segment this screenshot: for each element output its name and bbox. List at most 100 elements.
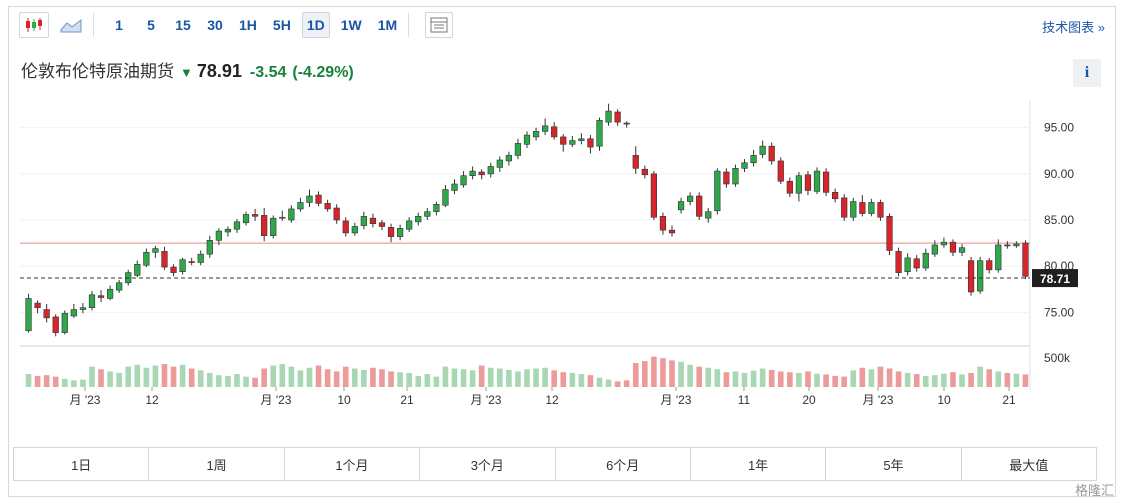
interval-button-30[interactable]: 30 [207, 17, 223, 33]
chart-widget: 1 5 15 30 1H 5H 1D 1W 1M 技术图表 » 伦敦布伦特原油期货 ▼ 78.9… [8, 6, 1116, 497]
candle-body [197, 253, 204, 263]
candle-body [569, 140, 576, 145]
range-button[interactable]: 1个月 [285, 448, 421, 480]
volume-bar [823, 374, 829, 387]
volume-bar [34, 375, 41, 387]
volume-bar [922, 375, 929, 387]
volume-bar [125, 366, 132, 387]
volume-bar [315, 365, 322, 387]
range-button[interactable]: 1周 [149, 448, 285, 480]
candle-body [777, 160, 784, 182]
candle-body [351, 226, 358, 234]
x-tick-label: 10 [337, 393, 351, 407]
candle-body [886, 216, 893, 251]
interval-button-5h[interactable]: 5H [272, 17, 291, 33]
candle-body [532, 131, 540, 138]
candle-body [696, 195, 703, 217]
candle-body [315, 194, 322, 204]
range-button[interactable]: 最大值 [1009, 457, 1049, 473]
volume-bar [306, 367, 313, 387]
volume-bar [859, 367, 866, 387]
x-tick-label: 21 [1002, 393, 1016, 407]
volume-bar [959, 374, 965, 387]
data-table-icon[interactable] [425, 12, 454, 38]
candle-body [850, 201, 857, 218]
volume-bar [379, 369, 385, 387]
volume-bar [524, 369, 530, 387]
quote-header: 伦敦布伦特原油期货 ▼ 78.91 -3.54 (-4.29%) [21, 57, 354, 82]
candle-body [705, 211, 712, 219]
info-icon[interactable]: i [1073, 59, 1101, 87]
range-button[interactable]: 1日 [14, 448, 150, 480]
last-price-label: 78.71 [1040, 272, 1070, 286]
volume-bar [333, 371, 340, 387]
candle-body [242, 214, 250, 224]
volume-bar [642, 361, 648, 387]
volume-bar [415, 375, 422, 387]
watermark: 格隆汇 [1074, 483, 1114, 498]
volume-bar [623, 380, 630, 387]
technical-chart-link[interactable]: 技术图表 » [1042, 20, 1105, 35]
volume-bar [234, 374, 240, 387]
interval-group: 1 5 15 30 1H 5H 1D 1W 1M [100, 12, 402, 38]
range-button[interactable]: 5年 [826, 448, 962, 480]
candle-body [442, 189, 449, 206]
candle-body [324, 203, 331, 210]
candle-body [967, 260, 975, 293]
candle-body [1004, 244, 1011, 247]
interval-button-15[interactable]: 15 [175, 17, 191, 33]
candle-body [61, 312, 68, 333]
volume-bar [370, 367, 376, 387]
volume-bar [750, 370, 757, 387]
volume-bar [1013, 373, 1020, 387]
volume-bar [687, 364, 693, 387]
interval-button-1h[interactable]: 1H [239, 17, 257, 33]
candlestick-chart-icon[interactable] [19, 12, 49, 38]
volume-bar [397, 372, 403, 387]
x-tick-label: 月 '23 [261, 393, 292, 407]
candle-body [841, 197, 848, 218]
candle-body [732, 168, 739, 185]
volume-bar [270, 365, 277, 387]
interval-button-1m[interactable]: 1M [377, 17, 398, 33]
interval-button-5[interactable]: 5 [147, 17, 155, 33]
volume-bar [506, 369, 512, 387]
candle-body [813, 170, 821, 192]
area-chart-icon[interactable] [55, 12, 87, 38]
volume-bar [1004, 372, 1011, 387]
volume-bar [216, 375, 222, 387]
volume-bar [361, 369, 367, 387]
range-button[interactable]: 3个月 [420, 448, 556, 480]
candle-body [659, 216, 667, 231]
volume-bar [261, 368, 267, 387]
candle-body [378, 222, 386, 227]
volume-bar [651, 356, 657, 387]
candle-body [786, 180, 793, 194]
x-tick-label: 月 '23 [70, 393, 101, 407]
candle-body [986, 260, 993, 271]
interval-button-1[interactable]: 1 [115, 17, 123, 33]
volume-bar [805, 371, 811, 387]
candle-body [741, 162, 748, 169]
candle-body [233, 221, 241, 230]
candle-body [895, 251, 902, 273]
volume-bar [877, 366, 884, 387]
range-button[interactable]: 6个月 [556, 448, 691, 480]
volume-bar [116, 372, 122, 387]
candle-body [297, 202, 304, 210]
candle-body [433, 204, 440, 212]
candle-body [587, 138, 594, 148]
interval-button-1w[interactable]: 1W [340, 17, 362, 33]
candle-body [406, 220, 413, 230]
volume-bar [225, 375, 231, 387]
interval-button-1d[interactable]: 1D [301, 12, 330, 38]
volume-bar [796, 372, 802, 387]
range-button[interactable]: 1年 [691, 448, 827, 480]
candle-body [641, 168, 648, 176]
volume-bar [80, 379, 86, 387]
candle-body [560, 136, 567, 145]
candle-body [904, 257, 911, 272]
volume-bar [850, 370, 857, 387]
volume-bar [723, 372, 730, 387]
volume-bar [841, 376, 848, 387]
